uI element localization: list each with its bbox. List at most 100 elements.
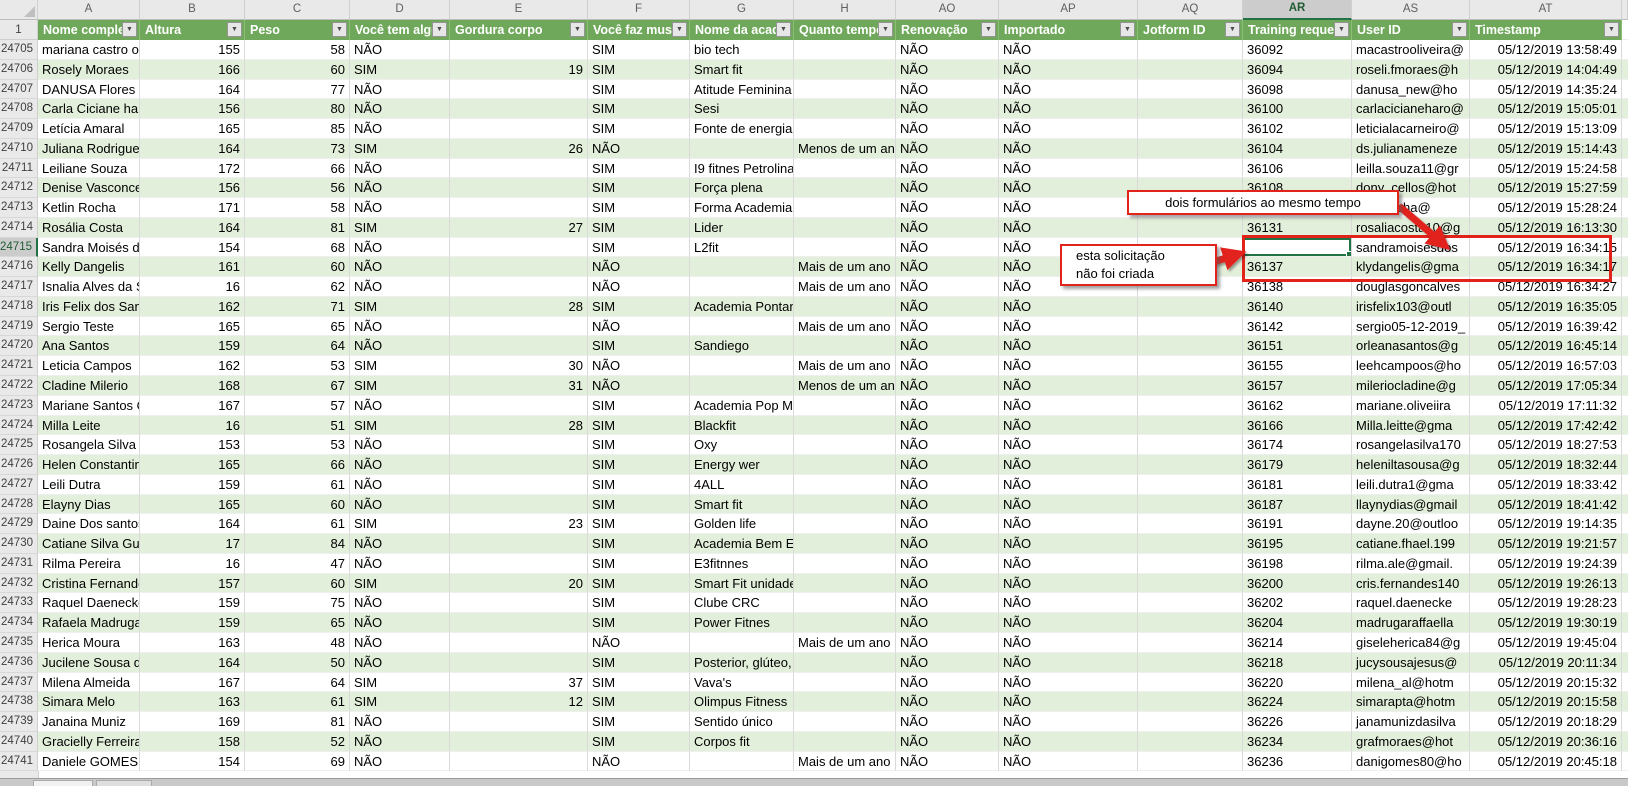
- column-letter-AT[interactable]: AT: [1470, 0, 1622, 20]
- cell[interactable]: NÃO: [999, 178, 1138, 199]
- cell[interactable]: 36142: [1243, 316, 1352, 337]
- cell[interactable]: NÃO: [896, 573, 999, 594]
- column-letter-D[interactable]: D: [350, 0, 450, 20]
- cell[interactable]: mileriocladine@g: [1352, 376, 1470, 396]
- cell[interactable]: Mariane Santos O: [38, 395, 140, 416]
- cell[interactable]: [1138, 395, 1243, 416]
- cell[interactable]: 167: [140, 395, 245, 416]
- cell[interactable]: Cristina Fernande: [38, 573, 140, 594]
- row-number-24730[interactable]: 24730: [0, 534, 38, 554]
- cell[interactable]: NÃO: [350, 652, 450, 673]
- cell[interactable]: madrugaraffaella: [1352, 613, 1470, 633]
- cell[interactable]: 164: [140, 79, 245, 100]
- cell[interactable]: Sandra Moisés do: [38, 237, 140, 258]
- filter-dropdown-button[interactable]: ▼: [672, 22, 687, 37]
- cell[interactable]: 81: [245, 217, 350, 238]
- cell[interactable]: [1138, 751, 1243, 772]
- cell[interactable]: Sesi: [690, 99, 794, 120]
- cell[interactable]: 05/12/2019 20:15:32: [1470, 672, 1622, 693]
- cell[interactable]: Smart fit: [690, 494, 794, 515]
- cell[interactable]: roseli.fmoraes@h: [1352, 59, 1470, 80]
- cell[interactable]: SIM: [588, 613, 690, 633]
- cell[interactable]: [1138, 514, 1243, 535]
- cell[interactable]: NÃO: [896, 336, 999, 357]
- cell[interactable]: 36187: [1243, 494, 1352, 515]
- cell[interactable]: 05/12/2019 19:30:19: [1470, 613, 1622, 633]
- cell[interactable]: 157: [140, 573, 245, 594]
- cell[interactable]: NÃO: [896, 217, 999, 238]
- cell[interactable]: NÃO: [896, 356, 999, 377]
- cell[interactable]: janamunizdasilva: [1352, 712, 1470, 732]
- cell[interactable]: NÃO: [999, 474, 1138, 495]
- cell[interactable]: [1138, 59, 1243, 80]
- cell[interactable]: NÃO: [350, 553, 450, 574]
- cell[interactable]: NÃO: [999, 40, 1138, 60]
- column-letter-B[interactable]: B: [140, 0, 245, 20]
- cell[interactable]: 164: [140, 514, 245, 535]
- cell[interactable]: SIM: [588, 494, 690, 515]
- cell[interactable]: [450, 553, 588, 574]
- cell[interactable]: NÃO: [350, 455, 450, 475]
- cell[interactable]: Elayny Dias: [38, 494, 140, 515]
- cell[interactable]: Cladine Milerio: [38, 376, 140, 396]
- cell[interactable]: NÃO: [588, 277, 690, 297]
- cell[interactable]: [450, 198, 588, 218]
- cell[interactable]: NÃO: [999, 336, 1138, 357]
- cell[interactable]: NÃO: [350, 257, 450, 278]
- cell[interactable]: simarapta@hotm: [1352, 692, 1470, 713]
- cell[interactable]: NÃO: [588, 632, 690, 653]
- cell[interactable]: SIM: [350, 296, 450, 317]
- cell[interactable]: danigomes80@ho: [1352, 751, 1470, 772]
- cell[interactable]: 36140: [1243, 296, 1352, 317]
- cell[interactable]: NÃO: [896, 296, 999, 317]
- filter-dropdown-button[interactable]: ▼: [1225, 22, 1240, 37]
- cell[interactable]: douglasgoncalves: [1352, 277, 1470, 297]
- cell[interactable]: 47: [245, 553, 350, 574]
- row-number-24712[interactable]: 24712: [0, 178, 38, 199]
- cell[interactable]: 16: [140, 415, 245, 436]
- cell[interactable]: 48: [245, 632, 350, 653]
- cell[interactable]: 62: [245, 277, 350, 297]
- cell[interactable]: mariane.oliveiira: [1352, 395, 1470, 416]
- cell[interactable]: NÃO: [588, 751, 690, 772]
- cell[interactable]: NÃO: [350, 731, 450, 752]
- cell[interactable]: 28: [450, 296, 588, 317]
- row-number-24709[interactable]: 24709: [0, 119, 38, 139]
- cell[interactable]: NÃO: [999, 731, 1138, 752]
- cell[interactable]: NÃO: [999, 119, 1138, 139]
- cell[interactable]: NÃO: [896, 652, 999, 673]
- filter-dropdown-button[interactable]: ▼: [432, 22, 447, 37]
- cell[interactable]: Mais de um ano: [794, 277, 896, 297]
- cell[interactable]: 36137: [1243, 257, 1352, 278]
- header-cell-musculacao[interactable]: Você faz muscu ▼: [588, 20, 690, 40]
- cell[interactable]: Academia Pop Mi: [690, 395, 794, 416]
- cell[interactable]: 36157: [1243, 376, 1352, 396]
- filter-dropdown-button[interactable]: ▼: [227, 22, 242, 37]
- cell[interactable]: 50: [245, 652, 350, 673]
- cell[interactable]: NÃO: [896, 178, 999, 199]
- cell[interactable]: SIM: [588, 158, 690, 179]
- cell[interactable]: 05/12/2019 19:24:39: [1470, 553, 1622, 574]
- cell[interactable]: 164: [140, 652, 245, 673]
- cell[interactable]: 61: [245, 692, 350, 713]
- cell[interactable]: [450, 257, 588, 278]
- cell[interactable]: carlacicianeharo@: [1352, 99, 1470, 120]
- row-number-24729[interactable]: 24729: [0, 514, 38, 535]
- cell[interactable]: 36162: [1243, 395, 1352, 416]
- cell[interactable]: Denise Vasconcel: [38, 178, 140, 199]
- cell[interactable]: 81: [245, 712, 350, 732]
- cell[interactable]: 23: [450, 514, 588, 535]
- cell[interactable]: NÃO: [999, 395, 1138, 416]
- row-number-24705[interactable]: 24705: [0, 40, 38, 60]
- cell[interactable]: giseleherica84@g: [1352, 632, 1470, 653]
- cell[interactable]: SIM: [350, 672, 450, 693]
- cell[interactable]: 05/12/2019 13:58:49: [1470, 40, 1622, 60]
- cell[interactable]: [794, 672, 896, 693]
- header-cell-ts[interactable]: Timestamp ▼: [1470, 20, 1622, 40]
- cell[interactable]: 164: [140, 138, 245, 159]
- cell[interactable]: 36108: [1243, 178, 1352, 199]
- cell[interactable]: danusa_new@ho: [1352, 79, 1470, 100]
- cell[interactable]: Letícia Amaral: [38, 119, 140, 139]
- cell[interactable]: NÃO: [350, 158, 450, 179]
- cell[interactable]: SIM: [588, 731, 690, 752]
